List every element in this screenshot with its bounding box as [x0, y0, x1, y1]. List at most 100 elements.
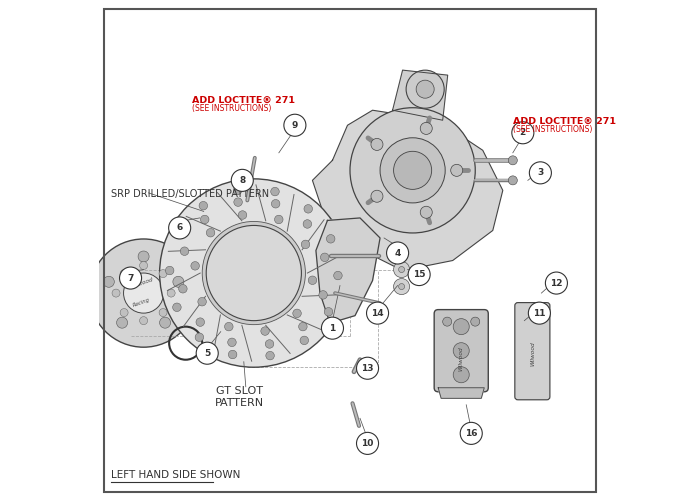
FancyBboxPatch shape — [514, 303, 550, 400]
Circle shape — [120, 267, 141, 289]
Text: ADD LOCTITE® 271: ADD LOCTITE® 271 — [193, 96, 295, 105]
Circle shape — [196, 342, 218, 364]
Circle shape — [321, 253, 329, 262]
Circle shape — [324, 308, 332, 316]
Text: 9: 9 — [292, 121, 298, 130]
Text: 4: 4 — [394, 248, 401, 258]
Circle shape — [508, 176, 517, 185]
Circle shape — [169, 217, 190, 239]
Circle shape — [139, 317, 148, 325]
Circle shape — [284, 114, 306, 136]
Text: 11: 11 — [533, 309, 545, 318]
Circle shape — [350, 108, 475, 233]
Circle shape — [173, 303, 181, 312]
Circle shape — [175, 230, 183, 238]
Text: 1: 1 — [329, 324, 335, 333]
Text: 2: 2 — [519, 128, 526, 137]
Circle shape — [301, 240, 310, 248]
Circle shape — [299, 322, 307, 331]
Circle shape — [386, 242, 409, 264]
Circle shape — [318, 291, 328, 299]
Circle shape — [442, 317, 452, 326]
Circle shape — [104, 276, 114, 287]
Text: 3: 3 — [538, 168, 543, 177]
Circle shape — [198, 298, 206, 306]
Circle shape — [90, 239, 197, 347]
Circle shape — [303, 220, 312, 228]
Circle shape — [326, 234, 335, 243]
Circle shape — [371, 138, 383, 150]
Text: (SEE INSTRUCTIONS): (SEE INSTRUCTIONS) — [513, 125, 592, 134]
Text: Wilwood: Wilwood — [129, 277, 153, 290]
Circle shape — [159, 270, 167, 278]
Text: 10: 10 — [361, 439, 374, 448]
Circle shape — [238, 211, 247, 219]
Circle shape — [160, 317, 171, 328]
Circle shape — [199, 201, 208, 210]
Circle shape — [266, 351, 274, 360]
Circle shape — [120, 309, 128, 317]
Circle shape — [228, 350, 237, 359]
Polygon shape — [316, 218, 380, 323]
Circle shape — [191, 262, 200, 270]
Circle shape — [206, 225, 302, 321]
Circle shape — [451, 164, 463, 176]
Circle shape — [453, 367, 469, 383]
Circle shape — [529, 162, 552, 184]
Polygon shape — [438, 388, 484, 398]
Circle shape — [334, 272, 342, 280]
Circle shape — [261, 327, 270, 335]
Circle shape — [160, 179, 348, 367]
Text: 13: 13 — [361, 364, 374, 373]
Circle shape — [159, 309, 167, 317]
Circle shape — [195, 333, 204, 342]
Polygon shape — [393, 70, 448, 120]
Text: 7: 7 — [127, 274, 134, 283]
Circle shape — [356, 357, 379, 379]
Circle shape — [206, 228, 215, 237]
Circle shape — [528, 302, 550, 324]
Circle shape — [202, 221, 305, 325]
FancyBboxPatch shape — [434, 310, 489, 392]
Polygon shape — [312, 110, 503, 271]
Circle shape — [165, 266, 174, 275]
Circle shape — [470, 317, 480, 326]
Circle shape — [167, 289, 175, 297]
Circle shape — [416, 80, 434, 98]
Circle shape — [228, 338, 236, 347]
Circle shape — [123, 273, 164, 313]
Circle shape — [265, 340, 274, 348]
Circle shape — [120, 270, 128, 278]
Circle shape — [408, 264, 430, 286]
Circle shape — [274, 215, 283, 224]
Circle shape — [200, 215, 209, 224]
Circle shape — [393, 279, 410, 295]
Circle shape — [117, 317, 127, 328]
Circle shape — [367, 302, 389, 324]
Circle shape — [371, 190, 383, 202]
Circle shape — [398, 267, 405, 273]
Circle shape — [308, 276, 316, 285]
Circle shape — [112, 289, 120, 297]
Circle shape — [272, 199, 280, 208]
Circle shape — [178, 285, 187, 293]
Circle shape — [356, 432, 379, 454]
Text: 8: 8 — [239, 176, 246, 185]
Text: Wilwood: Wilwood — [458, 346, 463, 371]
Circle shape — [138, 251, 149, 262]
Text: 12: 12 — [550, 279, 563, 288]
Circle shape — [234, 198, 242, 206]
Circle shape — [380, 138, 445, 203]
Circle shape — [460, 422, 482, 444]
Circle shape — [233, 186, 242, 195]
Circle shape — [420, 122, 433, 134]
Text: ADD LOCTITE® 271: ADD LOCTITE® 271 — [513, 117, 616, 126]
Circle shape — [321, 317, 344, 339]
Circle shape — [508, 156, 517, 165]
Circle shape — [231, 169, 253, 191]
Text: GT SLOT
PATTERN: GT SLOT PATTERN — [215, 386, 265, 408]
Text: SRP DRILLED/SLOTTED PATTERN: SRP DRILLED/SLOTTED PATTERN — [111, 189, 269, 199]
Circle shape — [420, 206, 433, 218]
Circle shape — [453, 343, 469, 359]
Circle shape — [271, 187, 279, 196]
